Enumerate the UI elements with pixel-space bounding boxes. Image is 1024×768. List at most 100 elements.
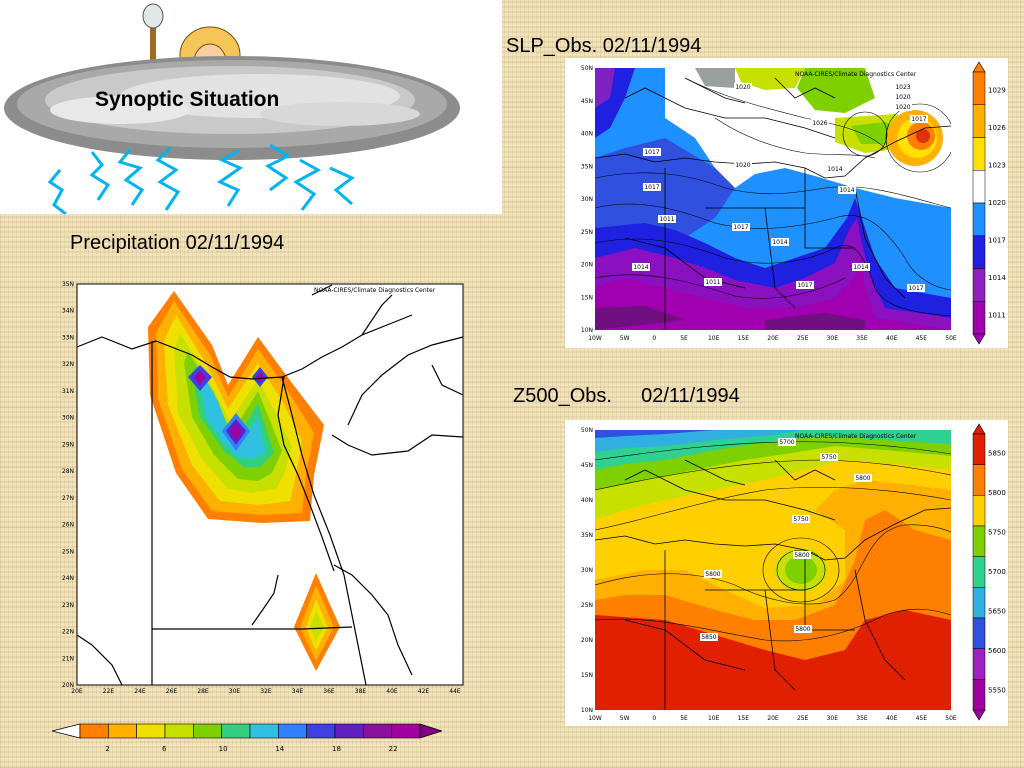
colorbar-label: 5650	[988, 607, 1006, 615]
contour-label-box	[734, 161, 752, 169]
contour-label: 1014	[633, 264, 648, 271]
contour-label: 5700	[779, 439, 794, 446]
z500-y-tick-label: 25N	[581, 602, 593, 609]
contour-label: 1020	[895, 94, 910, 101]
contour-label-box	[732, 223, 750, 231]
precip-y-tick-label: 31N	[62, 388, 74, 395]
contour-label: 1011	[659, 216, 674, 223]
slp-x-tick-label: 30E	[827, 335, 839, 342]
colorbar-swatch	[972, 587, 986, 619]
colorbar-swatch	[79, 723, 109, 739]
z500-x-tick-label: 10E	[708, 715, 720, 722]
colorbar-swatch	[221, 723, 251, 739]
slp-y-tick-label: 50N	[581, 65, 593, 72]
slp-x-tick-label: 15E	[738, 335, 750, 342]
colorbar-top-arrow	[972, 61, 986, 73]
z500-x-tick-label: 0	[652, 715, 656, 722]
colorbar-top-arrow	[972, 423, 986, 435]
colorbar-swatch	[972, 464, 986, 496]
page-title: Synoptic Situation	[95, 88, 280, 111]
colorbar-bottom-arrow	[972, 333, 986, 345]
contour-label-box	[811, 119, 829, 127]
z500-x-tick-label: 50E	[945, 715, 957, 722]
colorbar-swatch	[363, 723, 392, 739]
colorbar-swatch	[278, 723, 307, 739]
contour-label-box	[894, 103, 912, 111]
z500-credit: NOAA-CIRES/Climate Diagnostics Center	[795, 433, 917, 440]
slp-x-tick-label: 25E	[797, 335, 809, 342]
contour-label-box	[854, 474, 872, 482]
slp-y-tick-label: 25N	[581, 229, 593, 236]
colorbar-label: 2	[105, 745, 110, 753]
precip-y-tick-label: 22N	[62, 629, 74, 636]
contour-label: 1017	[911, 116, 926, 123]
colorbar-label: 5750	[988, 529, 1006, 537]
z500-x-tick-label: 45E	[916, 715, 928, 722]
precip-x-tick-label: 34E	[292, 688, 304, 695]
precip-y-tick-label: 33N	[62, 334, 74, 341]
colorbar-label: 1023	[988, 162, 1006, 170]
contour-label-box	[704, 570, 722, 578]
lightning-icon	[47, 143, 355, 214]
contour-label-box	[796, 281, 814, 289]
z500-x-tick-label: 25E	[797, 715, 809, 722]
colorbar-label: 18	[332, 745, 341, 753]
colorbar-swatch	[972, 104, 986, 138]
contour-label: 1017	[644, 184, 659, 191]
colorbar-right-arrow	[419, 723, 444, 739]
slp-y-tick-label: 10N	[581, 327, 593, 334]
slp-y-tick-label: 30N	[581, 196, 593, 203]
colorbar-label: 1014	[988, 274, 1006, 282]
z500-y-tick-label: 30N	[581, 567, 593, 574]
z500-y-tick-label: 15N	[581, 672, 593, 679]
contour-label-box	[700, 633, 718, 641]
slp-x-tick-label: 5E	[680, 335, 688, 342]
z500-y-tick-label: 10N	[581, 707, 593, 714]
contour-label: 1020	[735, 162, 750, 169]
colorbar-label: 5700	[988, 568, 1006, 576]
colorbar-label: 1026	[988, 124, 1006, 132]
colorbar-label: 1017	[988, 236, 1006, 244]
slp-x-tick-label: 50E	[945, 335, 957, 342]
z500-y-tick-label: 45N	[581, 462, 593, 469]
z500-y-tick-label: 35N	[581, 532, 593, 539]
colorbar-swatch	[972, 556, 986, 588]
colorbar-swatch	[972, 71, 986, 105]
contour-label-box	[632, 263, 650, 271]
contour-label-box	[894, 83, 912, 91]
z500-y-tick-label: 50N	[581, 427, 593, 434]
cloud-illustration	[4, 3, 460, 214]
contour-label-box	[643, 148, 661, 156]
z500-x-tick-label: 30E	[827, 715, 839, 722]
precip-y-tick-label: 23N	[62, 602, 74, 609]
contour-label: 5800	[794, 552, 809, 559]
contour-label-box	[734, 83, 752, 91]
contour-label-box	[793, 551, 811, 559]
contour-label-box	[792, 515, 810, 523]
precip-x-tick-label: 22E	[103, 688, 115, 695]
precip-map: NOAA-CIRES/Climate Diagnostics Center 35…	[52, 275, 467, 695]
slp-borders	[595, 77, 951, 330]
slp-y-tick-label: 35N	[581, 163, 593, 170]
z500-x-tick-label: 5E	[680, 715, 688, 722]
precip-borders	[76, 284, 464, 686]
slp-x-tick-label: 35E	[856, 335, 868, 342]
contour-label: 1026	[812, 120, 827, 127]
colorbar-swatch	[972, 235, 986, 269]
contour-label-box	[794, 625, 812, 633]
precip-x-tick-label: 28E	[197, 688, 209, 695]
z500-colorbar: 5850 5800 5750 5700 5650 5600 5550	[972, 423, 1006, 721]
precip-y-tick-label: 35N	[62, 281, 74, 288]
colorbar-label: 5800	[988, 489, 1006, 497]
precip-y-tick-label: 27N	[62, 495, 74, 502]
colorbar-label: 14	[275, 745, 285, 753]
colorbar-swatch	[193, 723, 222, 739]
z500-x-tick-label: 10W	[588, 715, 602, 722]
precip-y-tick-label: 28N	[62, 468, 74, 475]
slp-isobars	[595, 77, 951, 317]
slp-x-tick-label: 0	[652, 335, 656, 342]
colorbar-label: 1020	[988, 199, 1006, 207]
precip-x-tick-label: 32E	[260, 688, 272, 695]
cloud-shape	[4, 56, 460, 160]
contour-label: 1023	[895, 84, 910, 91]
